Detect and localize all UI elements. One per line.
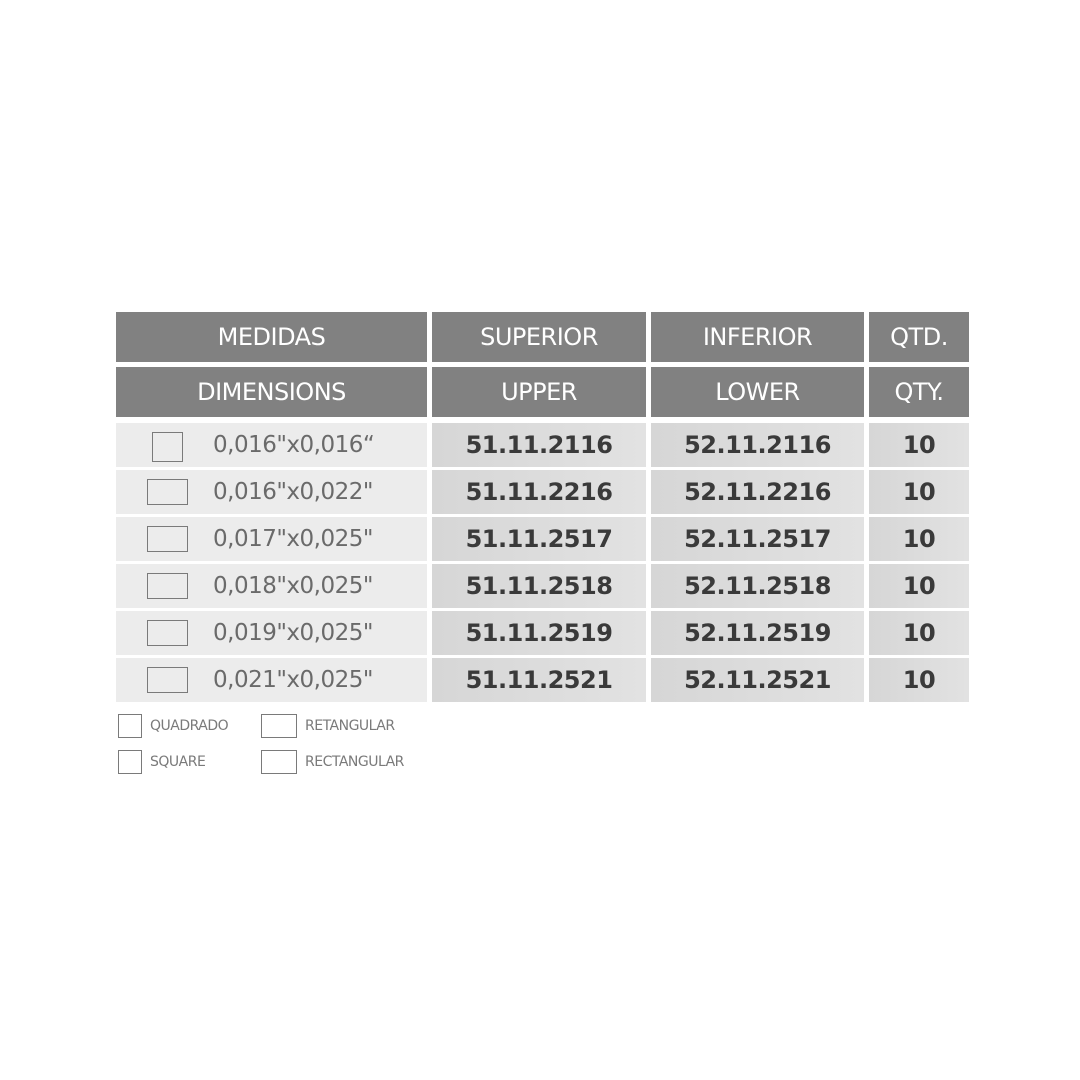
rectangle-shape-icon xyxy=(261,714,297,738)
rectangle-shape-icon xyxy=(147,620,188,646)
qty-cell-text: 10 xyxy=(902,572,936,600)
header-cell-text: INFERIOR xyxy=(702,323,813,351)
qty-cell: 10 xyxy=(869,564,969,608)
lower-cell-text: 52.11.2517 xyxy=(684,525,831,553)
qty-cell-text: 10 xyxy=(902,431,936,459)
rectangle-shape-icon xyxy=(147,479,188,505)
upper-cell: 51.11.2519 xyxy=(432,611,646,655)
upper-cell: 51.11.2518 xyxy=(432,564,646,608)
upper-cell-text: 51.11.2518 xyxy=(465,572,613,600)
square-shape-icon xyxy=(118,714,142,738)
square-shape-icon xyxy=(152,432,183,462)
qty-cell: 10 xyxy=(869,423,969,467)
dimension-cell: 0,016"x0,022" xyxy=(116,470,427,514)
header-cell: QTD. xyxy=(869,312,969,362)
upper-cell-text: 51.11.2116 xyxy=(465,431,613,459)
qty-cell-text: 10 xyxy=(902,478,936,506)
header-cell-text: QTD. xyxy=(890,323,948,351)
rectangle-shape-icon xyxy=(261,750,297,774)
qty-cell-text: 10 xyxy=(902,525,936,553)
header-cell: SUPERIOR xyxy=(432,312,646,362)
header-cell-text: QTY. xyxy=(894,378,944,406)
lower-cell: 52.11.2521 xyxy=(651,658,864,702)
lower-cell: 52.11.2518 xyxy=(651,564,864,608)
square-shape-icon xyxy=(118,750,142,774)
dimension-cell: 0,018"x0,025" xyxy=(116,564,427,608)
legend-square-pt: QUADRADO xyxy=(150,718,229,734)
lower-cell: 52.11.2519 xyxy=(651,611,864,655)
dimension-cell-text: 0,021"x0,025" xyxy=(213,667,373,693)
qty-cell-text: 10 xyxy=(902,666,936,694)
dimension-cell-text: 0,016"x0,022" xyxy=(213,479,373,505)
lower-cell-text: 52.11.2519 xyxy=(684,619,831,647)
header-cell: UPPER xyxy=(432,367,646,417)
header-cell: LOWER xyxy=(651,367,864,417)
qty-cell: 10 xyxy=(869,611,969,655)
header-cell-text: SUPERIOR xyxy=(480,323,598,351)
upper-cell-text: 51.11.2216 xyxy=(465,478,613,506)
dimension-cell-text: 0,017"x0,025" xyxy=(213,526,373,552)
header-cell: INFERIOR xyxy=(651,312,864,362)
upper-cell: 51.11.2216 xyxy=(432,470,646,514)
dimension-cell: 0,017"x0,025" xyxy=(116,517,427,561)
dimension-cell-text: 0,018"x0,025" xyxy=(213,573,373,599)
legend-rect-pt: RETANGULAR xyxy=(305,718,395,734)
lower-cell-text: 52.11.2116 xyxy=(684,431,831,459)
legend-square-en: SQUARE xyxy=(150,754,206,770)
lower-cell-text: 52.11.2521 xyxy=(684,666,831,694)
header-cell: QTY. xyxy=(869,367,969,417)
header-cell-text: UPPER xyxy=(501,378,577,406)
qty-cell: 10 xyxy=(869,470,969,514)
header-cell: MEDIDAS xyxy=(116,312,427,362)
qty-cell-text: 10 xyxy=(902,619,936,647)
lower-cell: 52.11.2517 xyxy=(651,517,864,561)
rectangle-shape-icon xyxy=(147,573,188,599)
lower-cell-text: 52.11.2518 xyxy=(684,572,831,600)
legend-rect-en: RECTANGULAR xyxy=(305,754,404,770)
dimension-cell-text: 0,019"x0,025" xyxy=(213,620,373,646)
upper-cell: 51.11.2517 xyxy=(432,517,646,561)
header-cell-text: MEDIDAS xyxy=(217,323,326,351)
upper-cell-text: 51.11.2519 xyxy=(465,619,613,647)
dimension-cell-text: 0,016"x0,016“ xyxy=(213,432,375,458)
lower-cell: 52.11.2116 xyxy=(651,423,864,467)
header-cell-text: DIMENSIONS xyxy=(197,378,346,406)
rectangle-shape-icon xyxy=(147,526,188,552)
dimension-cell: 0,021"x0,025" xyxy=(116,658,427,702)
upper-cell: 51.11.2521 xyxy=(432,658,646,702)
lower-cell-text: 52.11.2216 xyxy=(684,478,831,506)
dimension-cell: 0,019"x0,025" xyxy=(116,611,427,655)
upper-cell: 51.11.2116 xyxy=(432,423,646,467)
lower-cell: 52.11.2216 xyxy=(651,470,864,514)
upper-cell-text: 51.11.2521 xyxy=(465,666,613,694)
header-cell-text: LOWER xyxy=(715,378,800,406)
qty-cell: 10 xyxy=(869,658,969,702)
rectangle-shape-icon xyxy=(147,667,188,693)
dimension-cell: 0,016"x0,016“ xyxy=(116,423,427,467)
qty-cell: 10 xyxy=(869,517,969,561)
upper-cell-text: 51.11.2517 xyxy=(465,525,613,553)
header-cell: DIMENSIONS xyxy=(116,367,427,417)
